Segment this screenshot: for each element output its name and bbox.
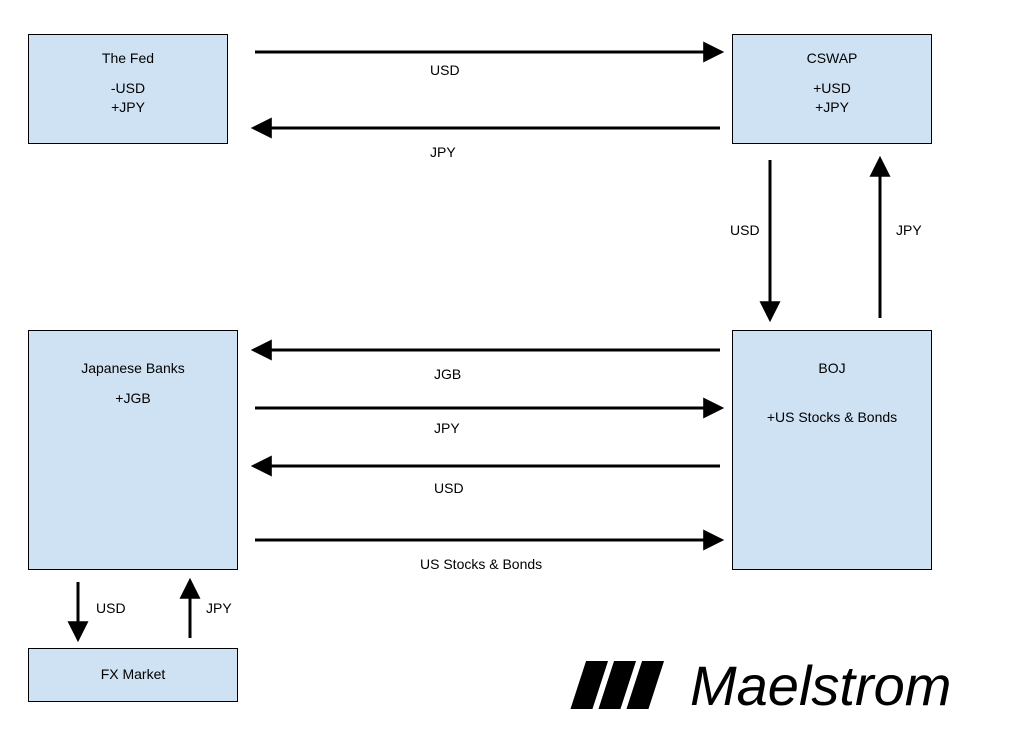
node-jb-title: Japanese Banks bbox=[29, 359, 237, 379]
maelstrom-logo: Maelstrom bbox=[560, 650, 1000, 720]
node-fx-market: FX Market bbox=[28, 648, 238, 702]
node-cswap: CSWAP +USD +JPY bbox=[732, 34, 932, 144]
node-fx-title: FX Market bbox=[29, 665, 237, 685]
node-fed-title: The Fed bbox=[29, 49, 227, 69]
node-fed-line0: -USD bbox=[29, 79, 227, 99]
node-cswap-line0: +USD bbox=[733, 79, 931, 99]
maelstrom-logo-text: Maelstrom bbox=[690, 653, 951, 718]
edge-label-boj-jb-jgb: JGB bbox=[434, 366, 461, 382]
node-cswap-title: CSWAP bbox=[733, 49, 931, 69]
edge-label-cswap-fed-jpy: JPY bbox=[430, 144, 456, 160]
edge-label-jb-fx-usd: USD bbox=[96, 600, 126, 616]
edge-label-jb-boj-stocks: US Stocks & Bonds bbox=[420, 556, 542, 572]
node-jb-line0: +JGB bbox=[29, 389, 237, 409]
node-fed-line1: +JPY bbox=[29, 98, 227, 118]
edge-label-boj-jb-usd: USD bbox=[434, 480, 464, 496]
node-cswap-line1: +JPY bbox=[733, 98, 931, 118]
edge-label-jb-boj-jpy: JPY bbox=[434, 420, 460, 436]
edge-label-boj-cswap-jpy: JPY bbox=[896, 222, 922, 238]
node-fed: The Fed -USD +JPY bbox=[28, 34, 228, 144]
node-boj: BOJ +US Stocks & Bonds bbox=[732, 330, 932, 570]
edge-label-cswap-boj-usd: USD bbox=[730, 222, 760, 238]
node-japanese-banks: Japanese Banks +JGB bbox=[28, 330, 238, 570]
edge-label-fx-jb-jpy: JPY bbox=[206, 600, 232, 616]
edge-label-fed-cswap-usd: USD bbox=[430, 62, 460, 78]
maelstrom-logo-icon bbox=[560, 655, 680, 715]
node-boj-title: BOJ bbox=[733, 359, 931, 379]
node-boj-line0: +US Stocks & Bonds bbox=[733, 408, 931, 428]
